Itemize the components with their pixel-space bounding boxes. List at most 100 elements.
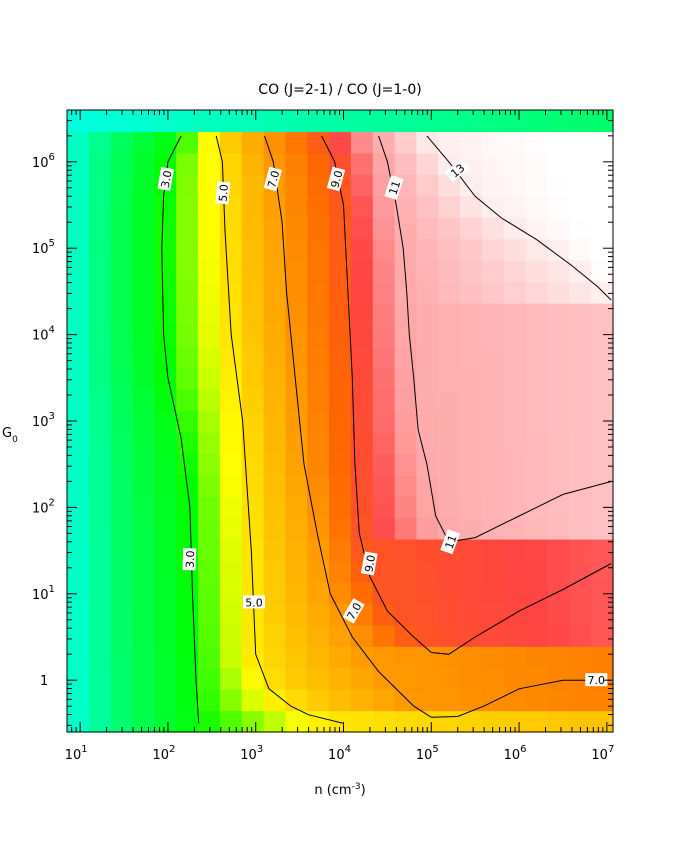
heatmap-cell	[350, 710, 374, 733]
heatmap-cell	[198, 388, 221, 411]
heatmap-cell	[525, 345, 549, 368]
heatmap-cell	[350, 303, 374, 326]
heatmap-cell	[481, 238, 505, 261]
heatmap-cell	[219, 710, 243, 733]
heatmap-cell	[460, 689, 483, 712]
heatmap-cell	[329, 110, 352, 133]
heatmap-cell	[350, 195, 374, 218]
heatmap-cell	[132, 538, 155, 562]
heatmap-cell	[198, 303, 221, 326]
heatmap-cell	[241, 303, 265, 326]
heatmap-cell	[372, 195, 396, 218]
heatmap-cell	[481, 281, 505, 304]
heatmap-cell	[198, 538, 221, 562]
heatmap-cell	[110, 646, 134, 669]
heatmap-cell	[241, 410, 265, 433]
heatmap-cell	[525, 324, 549, 347]
heatmap-cell	[219, 431, 243, 454]
heatmap-cell	[307, 110, 330, 133]
heatmap-cell	[198, 581, 221, 604]
svg-text:5.0: 5.0	[245, 596, 263, 609]
heatmap-cell	[307, 388, 330, 411]
heatmap-cell	[372, 131, 396, 154]
heatmap-cell	[525, 710, 549, 733]
heatmap-cell	[525, 517, 549, 540]
heatmap-cell	[132, 646, 155, 669]
heatmap-cell	[132, 238, 155, 261]
heatmap-cell	[307, 410, 330, 433]
heatmap-cell	[569, 710, 592, 733]
heatmap-cell	[525, 431, 549, 454]
heatmap-cell	[372, 152, 396, 175]
heatmap-cell	[591, 624, 614, 647]
heatmap-cell	[503, 538, 527, 562]
heatmap-cell	[591, 131, 614, 154]
heatmap-cell	[416, 345, 439, 368]
heatmap-cell	[88, 667, 112, 690]
heatmap-cell	[438, 238, 461, 261]
heatmap-cell	[503, 453, 527, 476]
heatmap-cell	[154, 474, 177, 497]
heatmap-cell	[372, 646, 396, 669]
x-tick-label: 102	[152, 744, 175, 763]
heatmap-cell	[263, 474, 286, 497]
heatmap-cell	[67, 624, 90, 647]
heatmap-cell	[307, 174, 330, 197]
heatmap-cell	[241, 110, 265, 133]
heatmap-cell	[198, 667, 221, 690]
heatmap-cell	[198, 195, 221, 218]
heatmap-cell	[525, 195, 549, 218]
heatmap-cell	[394, 217, 418, 240]
heatmap-cell	[329, 517, 352, 540]
x-tick-label: 104	[328, 744, 351, 763]
heatmap-cell	[416, 110, 439, 133]
heatmap-cell	[438, 388, 461, 411]
heatmap-cell	[438, 453, 461, 476]
heatmap-cell	[569, 453, 592, 476]
heatmap-cell	[219, 474, 243, 497]
heatmap-cell	[154, 410, 177, 433]
heatmap-cell	[176, 431, 199, 454]
heatmap-cell	[525, 131, 549, 154]
heatmap-cell	[285, 431, 308, 454]
y-tick-label: 105	[32, 238, 55, 257]
heatmap-cell	[176, 496, 199, 519]
heatmap-cell	[88, 131, 112, 154]
heatmap-cell	[481, 303, 505, 326]
heatmap-cell	[307, 431, 330, 454]
heatmap-cell	[285, 517, 308, 540]
heatmap-cell	[154, 131, 177, 154]
heatmap-cell	[460, 581, 483, 604]
heatmap-cell	[132, 624, 155, 647]
heatmap-cell	[438, 110, 461, 133]
heatmap-cell	[394, 195, 418, 218]
heatmap-cell	[569, 324, 592, 347]
heatmap-cell	[88, 152, 112, 175]
heatmap-cell	[132, 710, 155, 733]
heatmap-cell	[67, 474, 90, 497]
heatmap-cell	[67, 217, 90, 240]
heatmap-cell	[350, 345, 374, 368]
heatmap-cell	[372, 667, 396, 690]
heatmap-cell	[350, 646, 374, 669]
heatmap-cell	[503, 345, 527, 368]
heatmap-cell	[569, 281, 592, 304]
heatmap-cell	[307, 646, 330, 669]
heatmap-cell	[110, 560, 134, 583]
heatmap-cell	[591, 174, 614, 197]
heatmap-cell	[329, 281, 352, 304]
heatmap-cell	[438, 474, 461, 497]
heatmap-cell	[372, 560, 396, 583]
heatmap-cell	[67, 410, 90, 433]
heatmap-cell	[503, 260, 527, 283]
heatmap-cell	[481, 581, 505, 604]
heatmap-cell	[329, 388, 352, 411]
heatmap-cell	[569, 152, 592, 175]
heatmap-cell	[329, 238, 352, 261]
heatmap-cell	[525, 303, 549, 326]
heatmap-cell	[503, 560, 527, 583]
heatmap-cell	[438, 324, 461, 347]
heatmap-cell	[547, 152, 570, 175]
